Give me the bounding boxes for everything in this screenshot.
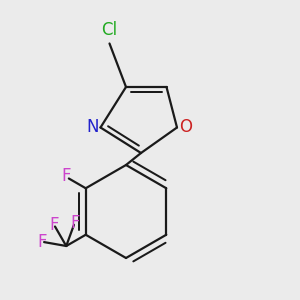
Text: F: F <box>49 216 58 234</box>
Text: N: N <box>87 118 99 136</box>
Text: F: F <box>61 167 70 185</box>
Text: Cl: Cl <box>101 21 117 39</box>
Text: F: F <box>70 214 80 232</box>
Text: F: F <box>37 233 46 251</box>
Text: O: O <box>179 118 193 136</box>
